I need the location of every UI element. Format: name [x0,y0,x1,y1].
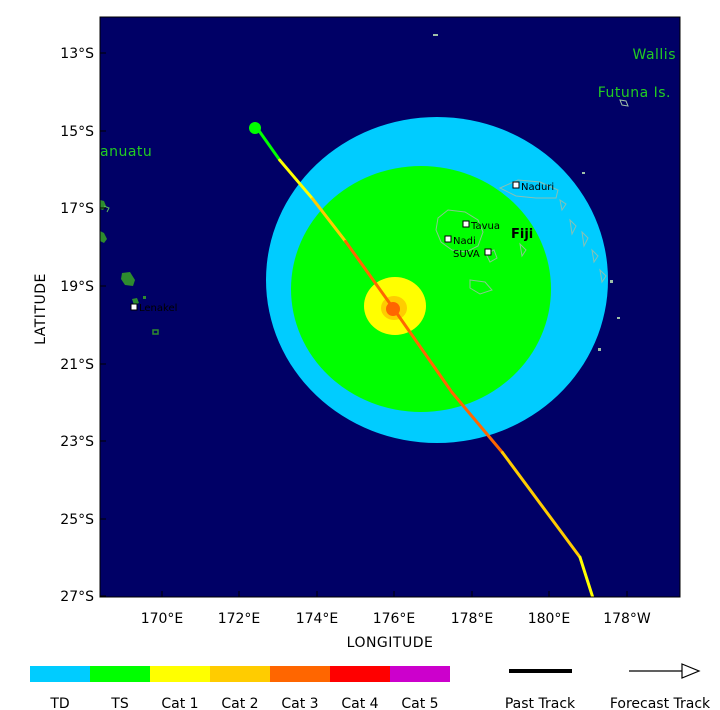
city-nadi: Nadi [444,235,476,247]
legend-label-cat2: Cat 2 [221,696,258,710]
city-marker [512,181,520,189]
legend-swatch-cat5 [390,666,450,682]
legend-label-forecast-track: Forecast Track [610,696,711,710]
legend-label-cat4: Cat 4 [341,696,378,710]
futuna-island [619,99,629,107]
city-label-suva: SUVA [453,249,480,260]
forecast-track-arrow-icon [629,663,701,679]
lat-tick-label: 21°S [60,357,94,373]
city-marker [444,235,452,243]
track-start-point [249,122,261,134]
wallis-label: Wallis [633,47,677,63]
legend-swatch-td [30,666,90,682]
lon-tick-label: 170°E [141,611,184,627]
city-marker [462,220,470,228]
track-segment [392,307,454,395]
islet-3 [617,317,620,319]
legend: TD TS Cat 1 Cat 2 Cat 3 Cat 4 Cat 5 Past… [30,663,711,710]
legend-swatch-cat1 [150,666,210,682]
legend-label-td: TD [49,696,69,710]
city-label-naduri: Naduri [521,182,554,193]
fiji-label: Fiji [511,227,533,242]
lon-tick-label: 180°E [528,611,571,627]
legend-label-cat5: Cat 5 [401,696,438,710]
legend-swatch-cat4 [330,666,390,682]
y-axis-title: LATITUDE [33,273,49,345]
lat-axis: 13°S 15°S 17°S 19°S 21°S 23°S 25°S 27°S [60,46,106,605]
legend-label-cat1: Cat 1 [161,696,198,710]
lat-tick-label: 15°S [60,124,94,140]
track-segment [344,239,396,311]
track-segment [450,391,504,455]
lon-tick-label: 172°E [218,611,261,627]
city-lenakel: Lenakel [130,303,177,314]
lon-axis: 170°E 172°E 174°E 176°E 178°E 180°E 178°… [141,591,651,627]
legend-label-cat3: Cat 3 [281,696,318,710]
lat-tick-label: 23°S [60,434,94,450]
lat-tick-label: 17°S [60,201,94,217]
lat-tick-label: 19°S [60,279,94,295]
islet-4 [598,348,601,351]
islet-1 [582,172,585,174]
vanuatu-islet [143,296,146,299]
x-axis-title: LONGITUDE [347,635,434,651]
track-segment [501,451,582,559]
vanuatu-label: anuatu [100,144,152,160]
lon-tick-label: 176°E [373,611,416,627]
plot-frame [99,16,681,598]
track-segment [254,125,282,162]
legend-label-past-track: Past Track [505,696,576,710]
lat-tick-label: 27°S [60,589,94,605]
legend-label-ts: TS [110,696,129,710]
track-segment [278,158,315,201]
storm-track [254,125,595,597]
city-label-nadi: Nadi [453,236,476,247]
lat-tick-label: 25°S [60,512,94,528]
lon-tick-label: 178°W [603,611,651,627]
islet-2 [610,280,613,283]
islet-wallis-a [433,34,438,36]
vanuatu-island-5 [152,329,159,335]
lat-tick-label: 13°S [60,46,94,62]
city-suva: SUVA [453,248,492,260]
city-tavua: Tavua [462,220,500,232]
city-marker [130,303,138,311]
legend-swatch-cat2 [210,666,270,682]
city-label-tavua: Tavua [470,221,500,232]
futuna-label: Futuna Is. [598,85,671,101]
vanuatu-island-2 [100,231,107,243]
vanuatu-island-3 [121,272,135,286]
track-segment [578,555,595,597]
forecast-arrow-head [681,663,701,679]
legend-swatch-ts [90,666,150,682]
city-naduri: Naduri [512,181,554,193]
lon-tick-label: 178°E [451,611,494,627]
city-marker [484,248,492,256]
lon-tick-label: 174°E [296,611,339,627]
track-segment [311,197,348,243]
city-label-lenakel: Lenakel [139,303,177,314]
vanuatu-island-4 [132,298,139,305]
vanuatu-islet-2 [103,205,110,213]
ts-wind-radius [291,166,551,412]
legend-swatch-cat3 [270,666,330,682]
